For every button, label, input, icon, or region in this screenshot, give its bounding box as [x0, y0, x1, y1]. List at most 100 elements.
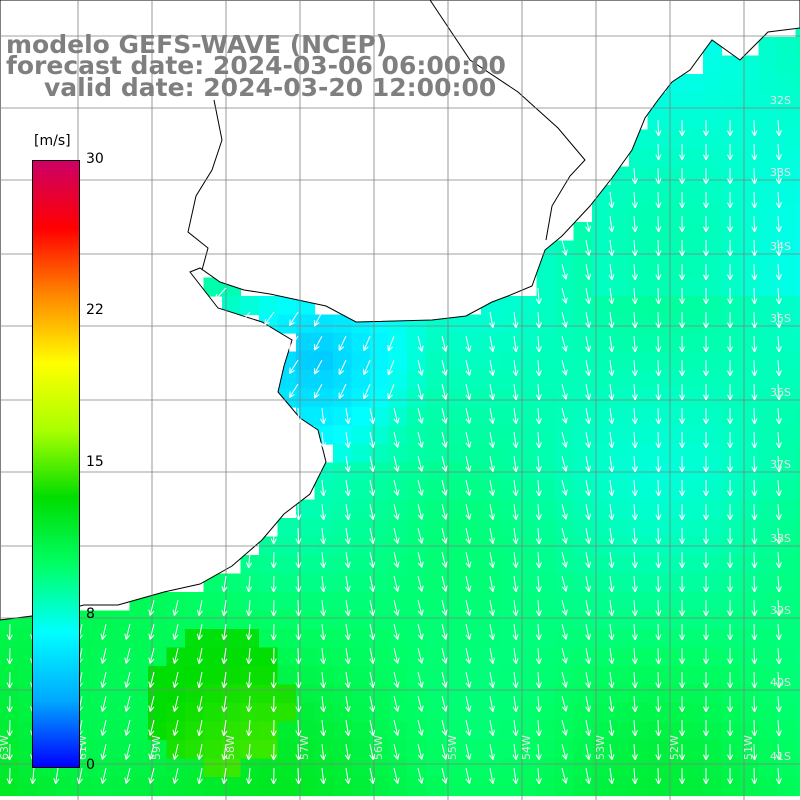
wind-speed-cell — [518, 666, 538, 686]
wind-arrow — [727, 719, 734, 737]
wind-arrow — [29, 767, 37, 785]
wind-speed-cell — [610, 240, 630, 260]
wind-arrow — [488, 719, 496, 737]
wind-arrow — [320, 431, 327, 449]
wind-speed-cell — [129, 647, 149, 667]
wind-speed-cell — [444, 370, 464, 390]
wind-speed-cell — [740, 296, 760, 316]
wind-speed-cell — [407, 666, 427, 686]
wind-arrow — [417, 359, 424, 376]
wind-speed-cell — [388, 740, 408, 760]
wind-arrow — [196, 695, 203, 712]
wind-arrow — [655, 503, 662, 521]
wind-arrow — [608, 479, 615, 497]
wind-arrow — [751, 191, 758, 209]
wind-arrow — [655, 695, 662, 713]
wind-arrow — [727, 623, 734, 641]
wind-speed-cell — [592, 351, 612, 371]
wind-speed-cell — [370, 758, 390, 778]
wind-speed-cell — [536, 481, 556, 501]
wind-speed-cell — [444, 647, 464, 667]
wind-arrow — [295, 623, 302, 641]
wind-speed-cell — [425, 370, 445, 390]
wind-speed-cell — [758, 166, 778, 186]
wind-arrow — [465, 575, 472, 592]
wind-arrow — [608, 527, 615, 545]
wind-arrow — [585, 479, 592, 497]
wind-arrow — [295, 551, 302, 569]
wind-speed-cell — [92, 647, 112, 667]
wind-speed-cell — [499, 684, 519, 704]
latitude-label: 38S — [770, 532, 791, 545]
wind-arrow — [465, 671, 472, 688]
wind-arrow — [245, 623, 253, 641]
wind-speed-cell — [407, 425, 427, 445]
wind-speed-cell — [703, 721, 723, 741]
wind-speed-cell — [536, 444, 556, 464]
wind-speed-cell — [240, 610, 260, 630]
wind-speed-cell — [296, 647, 316, 667]
wind-speed-cell — [721, 573, 741, 593]
wind-speed-cell — [499, 407, 519, 427]
wind-speed-cell — [518, 740, 538, 760]
wind-speed-cell — [777, 592, 797, 612]
wind-speed-cell — [536, 351, 556, 371]
wind-speed-cell — [610, 518, 630, 538]
wind-speed-cell — [129, 721, 149, 741]
wind-arrow — [270, 671, 277, 689]
wind-speed-cell — [555, 740, 575, 760]
wind-speed-cell — [351, 703, 371, 723]
wind-speed-cell — [111, 758, 131, 778]
wind-arrow — [775, 479, 782, 497]
wind-speed-cell — [370, 555, 390, 575]
wind-arrow — [585, 503, 592, 521]
wind-speed-cell — [666, 203, 686, 223]
wind-arrow — [655, 215, 662, 233]
wind-speed-cell — [407, 370, 427, 390]
wind-speed-cell — [610, 555, 630, 575]
wind-arrow — [221, 671, 228, 689]
wind-speed-cell — [795, 203, 800, 223]
wind-speed-cell — [92, 684, 112, 704]
wind-speed-cell — [703, 499, 723, 519]
wind-arrow — [441, 743, 448, 760]
wind-speed-cell — [444, 777, 464, 797]
wind-arrow — [393, 599, 400, 616]
wind-speed-cell — [610, 647, 630, 667]
wind-speed-cell — [592, 758, 612, 778]
wind-arrow — [196, 767, 203, 784]
wind-speed-cell — [666, 684, 686, 704]
wind-speed-cell — [240, 740, 260, 760]
wind-speed-cell — [703, 481, 723, 501]
wind-arrow — [727, 239, 734, 257]
wind-speed-cell — [425, 666, 445, 686]
wind-speed-cell — [758, 684, 778, 704]
wind-arrow — [417, 647, 424, 664]
wind-arrow — [465, 359, 472, 376]
wind-arrow — [702, 743, 710, 761]
wind-speed-cell — [647, 666, 667, 686]
wind-speed-cell — [481, 407, 501, 427]
wind-speed-cell — [610, 703, 630, 723]
colorbar-tick-label: 15 — [86, 454, 104, 470]
wind-arrow — [751, 143, 758, 161]
wind-arrow — [270, 695, 277, 713]
wind-arrow — [393, 623, 400, 640]
wind-speed-cell — [777, 240, 797, 260]
latitude-label: 41S — [770, 750, 791, 763]
wind-arrow — [393, 671, 400, 688]
wind-speed-cell — [610, 425, 630, 445]
wind-speed-cell — [740, 111, 760, 131]
wind-arrow — [751, 263, 758, 281]
wind-speed-cell — [684, 74, 704, 94]
wind-speed-cell — [777, 277, 797, 297]
model-title: modelo GEFS-WAVE (NCEP) — [6, 30, 388, 59]
wind-speed-cell — [703, 240, 723, 260]
wind-speed-cell — [740, 222, 760, 242]
wind-speed-cell — [185, 703, 205, 723]
wind-speed-cell — [444, 388, 464, 408]
wind-arrow — [245, 695, 253, 713]
wind-arrow — [655, 167, 662, 185]
wind-speed-cell — [314, 647, 334, 667]
wind-speed-cell — [777, 37, 797, 57]
